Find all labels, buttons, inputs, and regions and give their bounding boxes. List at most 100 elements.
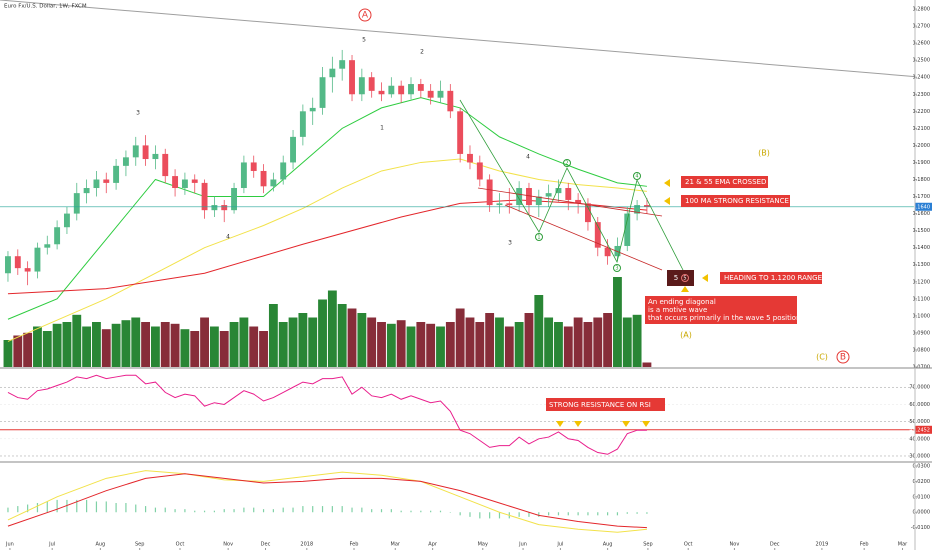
histogram-bar — [203, 510, 206, 513]
wave-label: 1 — [537, 235, 540, 241]
candle-body — [260, 170, 267, 187]
volume-bar — [327, 290, 337, 367]
volume-bar — [229, 322, 239, 367]
volume-bar — [426, 323, 436, 367]
histogram-bar — [36, 502, 39, 513]
arrow — [664, 179, 670, 187]
volume-bar — [445, 322, 455, 367]
volume-bar — [377, 322, 386, 367]
candle-body — [604, 247, 611, 257]
histogram-bar — [351, 507, 353, 513]
x-tick-label: Dec — [261, 542, 271, 548]
wave-circle — [633, 172, 641, 180]
volume-bar — [642, 362, 652, 367]
volume-bar — [288, 317, 298, 367]
y-tick-label: 0.0100 — [913, 494, 931, 500]
volume-bar — [504, 326, 514, 367]
volume-bar — [131, 317, 141, 367]
candle-body — [614, 245, 621, 257]
volume-bar — [485, 313, 495, 367]
candle-body — [93, 179, 100, 189]
candle-body — [270, 179, 277, 187]
candle-body — [565, 188, 572, 200]
volume-bar — [42, 331, 52, 367]
candle-body — [516, 188, 523, 206]
volume-bar — [514, 322, 524, 367]
histogram-bar — [400, 510, 402, 513]
histogram-bar — [282, 507, 284, 513]
histogram-bar — [27, 504, 29, 513]
histogram-bar — [144, 506, 147, 513]
arrow — [664, 197, 670, 205]
histogram-bar — [626, 512, 628, 514]
histogram-bar — [489, 512, 491, 519]
volume-bar — [82, 326, 92, 367]
wave-circle — [358, 8, 372, 22]
volume-bar — [92, 322, 101, 367]
moving-average — [7, 97, 647, 320]
wave-label: 2 — [420, 49, 424, 56]
wave-label: 3 — [136, 110, 140, 117]
volume-bar — [563, 326, 573, 367]
candle-body — [103, 179, 110, 183]
histogram-bar — [56, 499, 58, 513]
x-tick-label: Feb — [860, 542, 869, 548]
volume-bar — [249, 326, 259, 367]
histogram-bar — [371, 509, 373, 513]
volume-bar — [209, 326, 219, 367]
volume-bar — [386, 323, 396, 367]
note-box — [645, 296, 797, 324]
histogram-bar — [420, 510, 422, 513]
candle-body — [584, 203, 591, 223]
candle-body — [447, 90, 454, 112]
arrow — [556, 421, 564, 427]
level-tag-label: 45.2452 — [909, 427, 930, 433]
histogram-bar — [439, 510, 442, 513]
histogram-bar — [469, 512, 471, 517]
x-tick-label: 2019 — [816, 542, 829, 548]
price-tag — [915, 202, 932, 211]
candle-body — [83, 188, 90, 194]
candle-body — [211, 205, 218, 211]
candle-body — [113, 165, 120, 183]
note-text: HEADING TO 1.1200 RANGE — [724, 274, 822, 282]
volume-bar — [190, 331, 200, 367]
candle-body — [290, 136, 296, 163]
candle-body — [388, 85, 395, 95]
x-tick-label: Jul — [48, 542, 55, 548]
histogram-bar — [17, 506, 19, 513]
candle-body — [191, 179, 198, 183]
y-tick-label: 1.1000 — [913, 313, 931, 319]
candle-body — [575, 199, 582, 204]
wave-circle — [836, 350, 850, 364]
wave-path — [459, 99, 685, 273]
histogram-bar — [46, 501, 48, 513]
histogram-bar — [616, 512, 619, 516]
y-tick-label: 1.1300 — [913, 262, 931, 268]
histogram-bar — [479, 512, 481, 519]
volume-bar — [239, 317, 249, 367]
volume-bar — [416, 322, 426, 367]
candle-body — [5, 256, 11, 274]
y-tick-label: 1.2200 — [913, 109, 931, 115]
note-text: 100 MA STRONG RESISTANCE — [685, 197, 789, 205]
histogram-bar — [253, 507, 255, 513]
moving-average — [7, 199, 647, 295]
histogram-bar — [498, 512, 501, 519]
histogram-bar — [135, 504, 137, 513]
y-tick-label: 1.1800 — [913, 177, 931, 183]
volume-bar — [268, 304, 278, 367]
volume-bar — [357, 313, 367, 367]
histogram-bar — [115, 502, 117, 513]
histogram-bar — [66, 499, 68, 513]
histogram-bar — [518, 512, 520, 517]
y-tick-label: 1.2300 — [913, 92, 931, 98]
histogram-bar — [528, 512, 530, 517]
histogram-bar — [105, 501, 107, 513]
candle-body — [162, 153, 169, 177]
volume-bar — [367, 317, 377, 367]
wave-label: 4 — [226, 234, 230, 241]
histogram-bar — [646, 512, 648, 514]
y-tick-label: 1.0800 — [913, 347, 931, 353]
